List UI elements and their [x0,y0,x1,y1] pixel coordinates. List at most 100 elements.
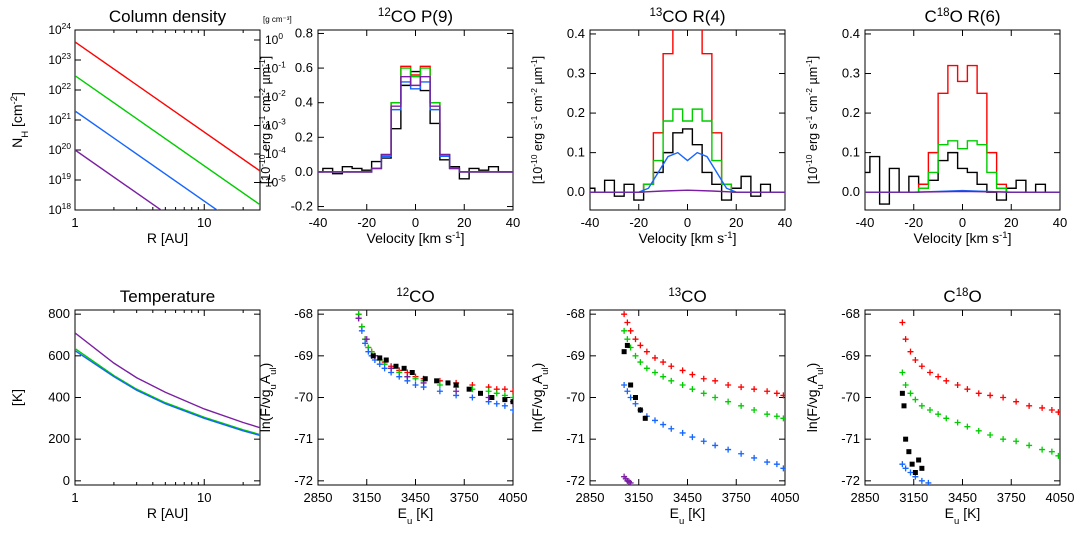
scatter-point [712,377,719,384]
scatter-point [453,382,459,388]
scatter-point [909,461,915,467]
scatter-point [355,315,362,322]
x-tick-label: 3150 [899,490,928,505]
x-tick-label: 4050 [499,490,528,505]
scatter-point [987,392,994,399]
chart-title: Column density [109,7,227,26]
y-tick-label: 1021 [48,111,71,127]
scatter-point [377,355,383,361]
series-line [75,75,260,206]
scatter-point [751,407,758,413]
scatter-point [388,365,395,372]
scatter-point [907,469,914,476]
scatter-point [624,388,631,395]
chart-title: C18O R(6) [924,7,1000,26]
right-y-tick-label: 10-4 [265,145,286,161]
scatter-point [412,382,419,388]
plot-frame [74,309,261,486]
y-tick-label: 0.4 [295,95,313,110]
y-tick-label: 0.8 [295,25,313,40]
scatter-point [725,398,732,405]
scatter-point [916,457,922,463]
scatter-point [738,450,745,457]
y-axis-label: [10-10 erg s-1 cm-2 µm-1] [804,56,820,184]
scatter-point [652,369,658,376]
y-tick-label: 1018 [48,201,71,217]
scatter-point [383,357,389,363]
scatter-point [899,319,906,326]
panel-7: 13CO Eu [K] ln(F/νguAul) 2850 3150 3450 3750 40… [529,287,799,527]
x-axis-label: Eu [K] [945,505,981,527]
scatter-point [899,461,906,468]
x-axis-label: Velocity [km s-1] [639,230,737,247]
y-tick-label: -71 [294,431,313,446]
panel-5: Temperature R [AU] [K] 1 10 0 200 400 600 800 [9,287,261,521]
y-tick-label: -68 [294,306,313,321]
x-axis-label: Velocity [km s-1] [914,230,1012,247]
scatter-point [436,388,443,395]
scatter-point [362,340,369,347]
scatter-point [927,369,933,376]
scatter-point [621,349,627,355]
plot-frame [589,29,786,211]
scatter-point [493,390,500,397]
right-axis-unit: [g cm⁻³] [263,15,292,24]
x-tick-label: -40 [856,215,875,230]
y-axis-label: [10-10 erg s-1 cm-2 µm-1] [257,56,273,184]
scatter-point [668,377,675,384]
y-tick-label: -70 [841,390,860,405]
x-tick-label: 3450 [401,490,430,505]
x-tick-label: 40 [506,215,520,230]
x-tick-label: 3150 [352,490,381,505]
panel-3: 13CO R(4) Velocity [km s-1] [10-10 erg s-1… [529,7,792,246]
x-tick-label: 4050 [771,490,800,505]
scatter-point [738,384,745,391]
scatter-point [725,446,732,453]
y-tick-label: -70 [294,390,313,405]
scatter-point [510,399,513,405]
scatter-point [1013,438,1020,445]
scatter-point [1055,409,1060,416]
panel-8: C18O Eu [K] ln(F/νguAul) 2850 3150 3450 3750 40… [804,287,1074,527]
y-tick-label: 600 [48,348,70,363]
scatter-point [365,348,372,355]
scatter-point [954,419,961,426]
y-tick-label: 1024 [48,21,71,37]
scatter-point [1026,402,1033,409]
scatter-point [918,363,925,370]
series-line [75,41,260,172]
scatter-point [358,327,365,334]
scatter-point [381,365,388,372]
scatter-point [1000,394,1007,401]
y-tick-label: -69 [294,348,313,363]
chart-title: C18O [943,287,981,306]
scatter-point [660,373,667,380]
scatter-point [764,459,771,466]
y-tick-label: 0.3 [842,66,860,81]
scatter-point [918,402,925,409]
scatter-point [621,382,628,388]
y-tick-label: 0.1 [567,145,585,160]
series-line [865,64,1060,193]
scatter-point [912,470,918,475]
scatter-point [780,465,785,472]
x-tick-label: -40 [309,215,328,230]
y-tick-label: 200 [48,431,70,446]
x-axis-label: R [AU] [147,505,188,521]
plot-frame [864,309,1061,486]
y-tick-label: -72 [841,473,860,488]
x-tick-label: -40 [581,215,600,230]
scatter-point [964,386,971,393]
scatter-point [764,388,771,395]
y-tick-label: 0.6 [295,60,313,75]
scatter-point [907,348,914,355]
scatter-point [660,359,667,366]
scatter-point [935,373,942,380]
series-line [590,128,785,201]
scatter-point [510,394,513,401]
y-tick-label: 1023 [48,51,71,67]
x-tick-label: 20 [729,215,743,230]
scatter-point [700,375,707,382]
series-line [75,332,260,429]
x-tick-label: 2850 [304,490,333,505]
